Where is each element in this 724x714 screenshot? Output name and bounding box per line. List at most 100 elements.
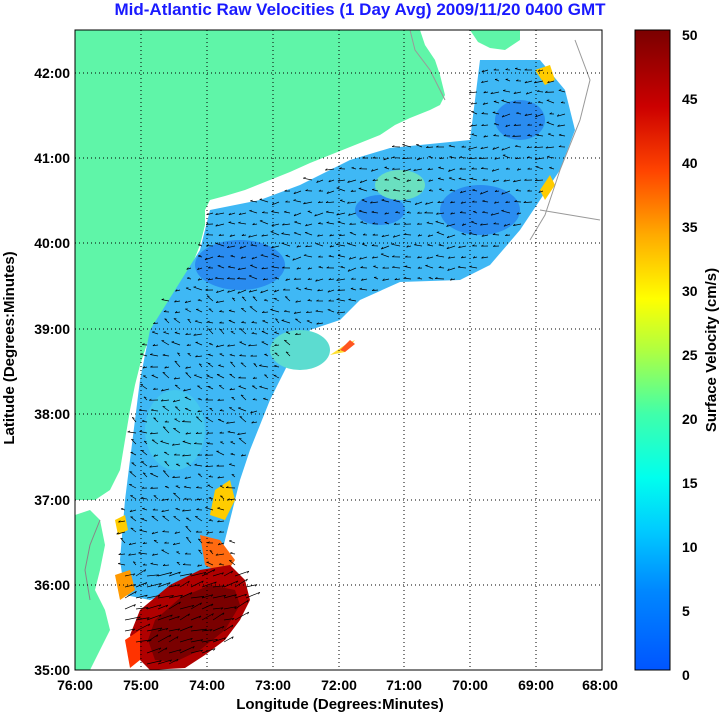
velocity-arrowhead: [197, 564, 200, 567]
velocity-arrowhead: [515, 189, 519, 191]
velocity-arrow: [526, 91, 533, 95]
velocity-arrow: [251, 256, 258, 260]
velocity-arrow: [501, 210, 511, 214]
y-tick-label: 36:00: [34, 577, 70, 593]
velocity-arrow: [458, 178, 467, 181]
velocity-arrowhead: [329, 245, 332, 248]
velocity-arrowhead: [116, 532, 119, 535]
velocity-arrow: [204, 256, 214, 261]
velocity-arrow: [130, 516, 137, 522]
velocity-arrowhead: [150, 365, 153, 368]
velocity-arrowhead: [501, 209, 504, 212]
velocity-arrow: [503, 90, 511, 93]
velocity-arrowhead: [138, 551, 141, 554]
velocity-arrow: [195, 516, 203, 522]
velocity-arrowhead: [282, 266, 285, 269]
velocity-arrow: [259, 386, 269, 390]
velocity-arrow: [326, 211, 335, 214]
velocity-arrow: [393, 199, 401, 203]
velocity-arrow: [164, 451, 170, 456]
velocity-arrowhead: [159, 583, 162, 586]
velocity-arrow: [347, 201, 357, 204]
velocity-arrow: [238, 212, 247, 216]
velocity-arrow: [141, 420, 148, 423]
x-tick-label: 68:00: [582, 677, 618, 693]
velocity-arrowhead: [359, 287, 363, 290]
velocity-arrowhead: [501, 192, 504, 195]
velocity-arrow: [303, 254, 313, 258]
velocity-arrow: [131, 462, 137, 467]
velocity-arrow: [229, 560, 236, 566]
velocity-arrow: [234, 600, 249, 610]
velocity-arrow: [527, 135, 533, 137]
velocity-arrow: [206, 531, 214, 534]
velocity-arrow: [234, 578, 248, 588]
velocity-arrowhead: [273, 364, 277, 367]
velocity-arrow: [223, 618, 235, 621]
velocity-arrow: [414, 201, 423, 206]
velocity-arrow: [469, 232, 478, 236]
velocity-arrow: [261, 341, 269, 346]
velocity-arrow: [436, 212, 445, 215]
velocity-arrow: [435, 278, 445, 280]
velocity-arrowhead: [381, 234, 385, 238]
velocity-arrow: [428, 156, 434, 159]
velocity-arrowhead: [159, 604, 162, 607]
velocity-arrow: [129, 509, 137, 513]
velocity-arrowhead: [138, 408, 142, 411]
velocity-arrowhead: [525, 92, 529, 95]
velocity-arrowhead: [536, 90, 540, 92]
velocity-arrowhead: [372, 222, 375, 225]
velocity-arrowhead: [417, 234, 421, 237]
velocity-arrow: [480, 223, 489, 226]
velocity-arrowhead: [283, 210, 287, 213]
velocity-arrow: [270, 231, 280, 236]
velocity-arrowhead: [414, 243, 417, 246]
velocity-arrow: [146, 647, 162, 654]
velocity-arrowhead: [417, 190, 420, 193]
velocity-arrow: [218, 365, 225, 368]
velocity-arrow: [157, 572, 172, 577]
velocity-arrowhead: [118, 562, 121, 565]
velocity-arrowhead: [238, 376, 241, 379]
velocity-arrowhead: [303, 177, 306, 179]
velocity-arrowhead: [347, 201, 350, 204]
velocity-arrow: [426, 222, 434, 225]
velocity-arrowhead: [200, 602, 202, 606]
velocity-arrowhead: [153, 417, 156, 419]
velocity-arrowhead: [227, 265, 231, 268]
velocity-arrow: [153, 495, 159, 500]
velocity-arrowhead: [336, 278, 339, 281]
velocity-arrowhead: [490, 91, 493, 95]
velocity-arrowhead: [144, 569, 147, 572]
velocity-arrow: [446, 223, 456, 227]
velocity-arrowhead: [221, 572, 224, 575]
velocity-arrow: [249, 210, 258, 214]
velocity-arrow: [201, 569, 216, 577]
velocity-arrow: [146, 574, 159, 577]
velocity-arrow: [151, 531, 159, 535]
velocity-arrow: [538, 190, 544, 193]
velocity-arrow: [218, 563, 225, 566]
velocity-arrowhead: [209, 550, 213, 552]
velocity-arrow: [250, 244, 258, 247]
velocity-arrowhead: [492, 179, 495, 183]
velocity-arrow: [227, 498, 236, 501]
velocity-arrow: [337, 221, 346, 225]
velocity-arrow: [157, 614, 173, 621]
velocity-arrow: [174, 332, 181, 335]
velocity-arrowhead: [185, 372, 189, 374]
velocity-arrow: [536, 134, 544, 137]
velocity-arrowhead: [228, 221, 232, 223]
velocity-arrowhead: [470, 177, 474, 179]
velocity-arrow: [427, 234, 434, 237]
velocity-arrowhead: [435, 254, 439, 257]
velocity-arrowhead: [372, 188, 375, 190]
velocity-arrow: [427, 244, 434, 247]
velocity-arrowhead: [527, 101, 531, 104]
velocity-arrowhead: [558, 145, 562, 148]
velocity-arrowhead: [197, 397, 201, 400]
velocity-arrowhead: [237, 432, 240, 435]
velocity-arrowhead: [251, 256, 254, 260]
velocity-arrowhead: [164, 461, 168, 463]
